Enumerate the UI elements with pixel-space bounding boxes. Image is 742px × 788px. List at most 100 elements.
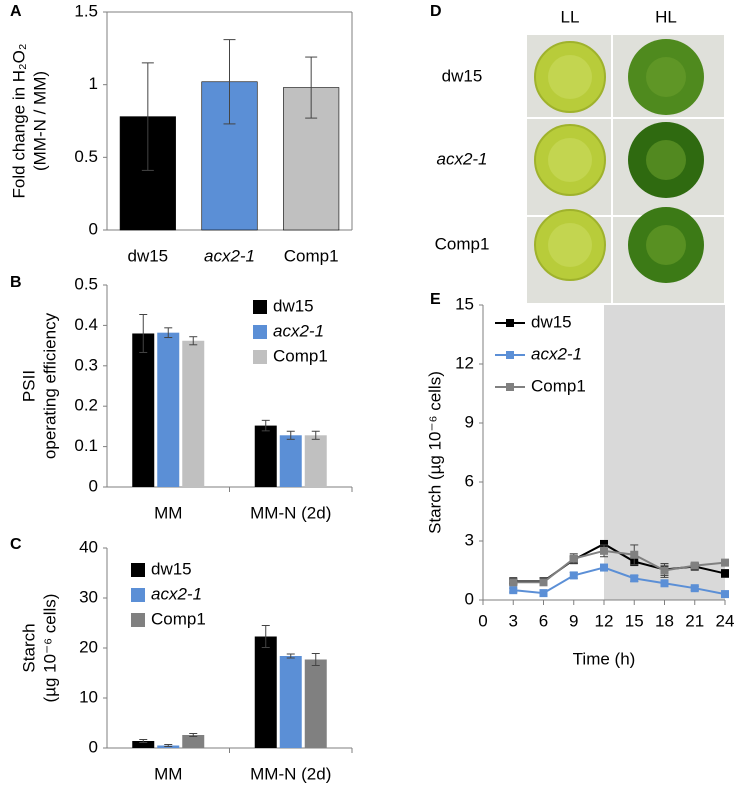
y-tick-label: 6 bbox=[465, 471, 474, 490]
marker bbox=[630, 574, 639, 583]
colony-hl-center bbox=[646, 57, 686, 97]
y-tick-label: 9 bbox=[465, 412, 474, 431]
marker bbox=[660, 579, 669, 588]
colony-ll-center bbox=[548, 138, 592, 182]
y-tick-label: 30 bbox=[79, 587, 98, 606]
y-tick-label: 0.2 bbox=[74, 396, 98, 415]
marker bbox=[569, 571, 578, 580]
legend-label: acx2-1 bbox=[151, 584, 202, 603]
y-axis-label: (MM-N / MM) bbox=[30, 71, 49, 171]
y-tick-label: 0 bbox=[89, 737, 98, 756]
legend-marker bbox=[506, 351, 514, 359]
panel-label: C bbox=[10, 536, 22, 553]
bar bbox=[304, 435, 327, 487]
legend-swatch bbox=[253, 300, 267, 314]
series-line bbox=[513, 566, 726, 596]
colony-ll-center bbox=[548, 55, 592, 99]
row-label: acx2-1 bbox=[436, 149, 487, 168]
marker bbox=[690, 561, 699, 570]
marker bbox=[721, 558, 729, 567]
bar bbox=[304, 659, 327, 748]
x-tick-label: MM-N (2d) bbox=[250, 764, 331, 783]
legend-label: Comp1 bbox=[273, 346, 328, 365]
y-tick-label: 0.5 bbox=[74, 147, 98, 166]
colony-hl-center bbox=[646, 225, 686, 265]
x-tick-label: dw15 bbox=[128, 246, 169, 265]
x-tick-label: 21 bbox=[685, 611, 704, 630]
legend-label: acx2-1 bbox=[531, 344, 582, 363]
marker bbox=[600, 546, 608, 555]
y-tick-label: 0 bbox=[89, 219, 98, 238]
legend-label: dw15 bbox=[531, 312, 572, 331]
legend-label: Comp1 bbox=[531, 376, 586, 395]
marker bbox=[630, 550, 639, 559]
y-axis-label: Starch bbox=[19, 623, 38, 672]
row-label: Comp1 bbox=[435, 234, 490, 253]
marker bbox=[509, 578, 518, 587]
x-tick-label: 18 bbox=[655, 611, 674, 630]
bar bbox=[157, 332, 180, 487]
shaded-region bbox=[604, 305, 725, 600]
x-axis-label: Time (h) bbox=[573, 649, 636, 668]
series-line bbox=[513, 549, 726, 584]
y-tick-label: 15 bbox=[455, 294, 474, 313]
y-tick-label: 40 bbox=[79, 537, 98, 556]
column-label: LL bbox=[561, 7, 580, 26]
y-tick-label: 3 bbox=[465, 530, 474, 549]
y-tick-label: 0.5 bbox=[74, 274, 98, 293]
bar bbox=[132, 333, 155, 487]
x-tick-label: 24 bbox=[716, 611, 735, 630]
bar bbox=[182, 340, 205, 487]
colony-ll-center bbox=[548, 223, 592, 267]
marker bbox=[600, 563, 608, 572]
marker bbox=[569, 554, 578, 563]
legend-label: acx2-1 bbox=[273, 321, 324, 340]
y-axis-label: (µg 10⁻⁶ cells) bbox=[40, 594, 59, 703]
x-tick-label: 15 bbox=[625, 611, 644, 630]
y-tick-label: 10 bbox=[79, 687, 98, 706]
column-label: HL bbox=[655, 7, 677, 26]
y-tick-label: 0 bbox=[465, 589, 474, 608]
panel-label: D bbox=[430, 3, 442, 20]
y-tick-label: 0.1 bbox=[74, 436, 98, 455]
marker bbox=[539, 589, 548, 598]
y-tick-label: 20 bbox=[79, 637, 98, 656]
y-tick-label: 0.3 bbox=[74, 355, 98, 374]
bar bbox=[182, 735, 205, 748]
legend-swatch bbox=[253, 350, 267, 364]
bar bbox=[254, 425, 277, 487]
legend-swatch bbox=[131, 563, 145, 577]
y-tick-label: 1.5 bbox=[74, 1, 98, 20]
x-tick-label: Comp1 bbox=[284, 246, 339, 265]
marker bbox=[539, 578, 548, 587]
panel-label: E bbox=[430, 291, 441, 308]
marker bbox=[721, 590, 729, 599]
legend-swatch bbox=[131, 588, 145, 602]
panel-label: A bbox=[10, 3, 22, 20]
marker bbox=[600, 539, 608, 548]
y-tick-label: 0.4 bbox=[74, 315, 98, 334]
x-tick-label: acx2-1 bbox=[204, 246, 255, 265]
colony-hl-center bbox=[646, 140, 686, 180]
legend-marker bbox=[506, 383, 514, 391]
x-tick-label: 9 bbox=[569, 611, 578, 630]
y-axis-label: Starch (µg 10⁻⁶ cells) bbox=[425, 371, 444, 534]
legend-swatch bbox=[131, 613, 145, 627]
y-tick-label: 12 bbox=[455, 353, 474, 372]
x-tick-label: 12 bbox=[595, 611, 614, 630]
x-tick-label: MM bbox=[154, 764, 182, 783]
y-axis-label: operating efficiency bbox=[40, 312, 59, 459]
panel-label: B bbox=[10, 274, 22, 291]
y-tick-label: 0 bbox=[89, 476, 98, 495]
y-tick-label: 1 bbox=[89, 74, 98, 93]
marker bbox=[690, 584, 699, 593]
legend-label: dw15 bbox=[151, 559, 192, 578]
legend-label: dw15 bbox=[273, 296, 314, 315]
marker bbox=[721, 569, 729, 578]
x-tick-label: 6 bbox=[539, 611, 548, 630]
bar bbox=[279, 435, 302, 487]
y-axis-label: PSII bbox=[19, 370, 38, 402]
y-axis-label: Fold change in H₂O₂ bbox=[9, 44, 28, 199]
marker bbox=[660, 566, 669, 575]
